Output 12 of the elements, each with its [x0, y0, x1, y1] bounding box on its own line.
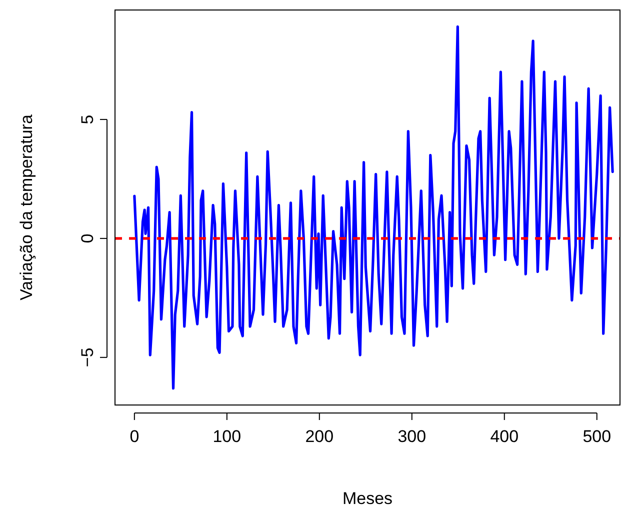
- x-tick-label: 400: [490, 427, 519, 446]
- y-tick-label: 5: [78, 114, 97, 124]
- y-tick-label: 0: [78, 234, 97, 244]
- line-series: [133, 25, 614, 390]
- y-axis-title: Variação da temperatura: [17, 114, 36, 300]
- x-tick-label: 500: [582, 427, 612, 446]
- x-axis-title: Meses: [342, 489, 393, 508]
- x-tick-label: 200: [305, 427, 334, 446]
- x-tick-label: 0: [130, 427, 140, 446]
- x-tick-label: 300: [398, 427, 426, 446]
- x-tick-label: 100: [212, 427, 242, 446]
- y-tick-label: −5: [78, 348, 97, 368]
